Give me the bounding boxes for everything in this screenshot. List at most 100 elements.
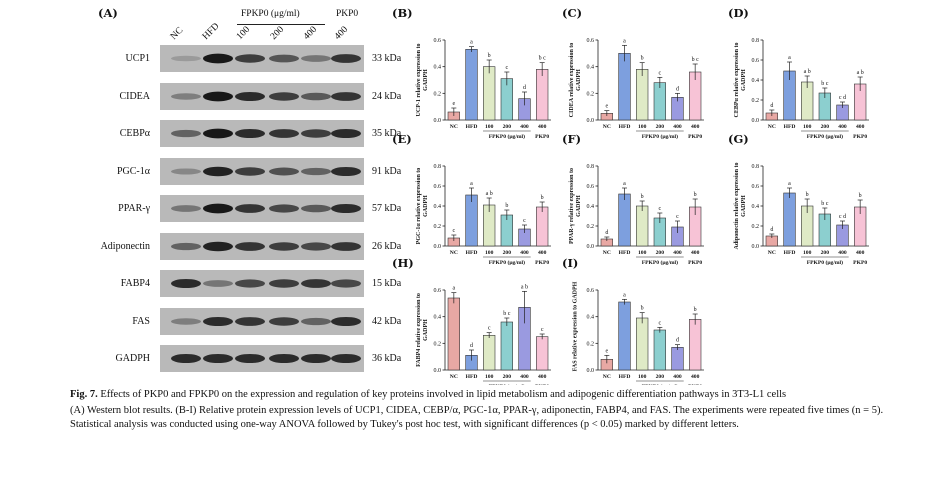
panel-label: (E): [392, 132, 412, 146]
group2-label: PKP0: [688, 384, 702, 385]
blot-protein-label: CEBPα: [119, 128, 150, 139]
blot-strip: [160, 270, 364, 297]
panel-label: (F): [562, 132, 582, 146]
group-label: FPKP0 (μg/ml): [642, 383, 678, 385]
y-tick-label: 0.6: [752, 184, 760, 190]
fpkp0-group-label: FPKP0 (μg/ml): [241, 9, 300, 19]
blot-band: [269, 279, 299, 288]
bar: [536, 336, 549, 371]
blot-strip: [160, 345, 364, 372]
y-tick-label: 0.0: [587, 118, 595, 124]
bar: [465, 194, 478, 247]
group-label: FPKP0 (μg/ml): [642, 259, 678, 266]
significance-letter: b c: [539, 56, 547, 62]
y-tick-label: 0.4: [587, 204, 595, 210]
group2-label: PKP0: [688, 260, 702, 266]
x-tick-label: 400: [856, 250, 865, 256]
x-tick-label: NC: [450, 250, 458, 256]
group2-label: PKP0: [535, 384, 549, 385]
blot-size-label: 91 kDa: [372, 165, 402, 177]
blot-band: [331, 91, 361, 101]
panel-label: (I): [562, 256, 579, 270]
significance-letter: a: [788, 55, 791, 61]
bar-chart: 0.0 0.2 0.4 0.6 e NC a HFD b 100 c 200 d 400 b c 400 FPK…: [425, 30, 561, 159]
bar: [653, 329, 666, 371]
x-tick-label: NC: [768, 124, 776, 130]
bar: [653, 82, 666, 121]
x-tick-label: 100: [638, 124, 647, 130]
significance-letter: a b: [521, 284, 528, 290]
blot-band: [269, 316, 299, 326]
bar: [636, 205, 649, 247]
x-tick-label: 200: [656, 374, 665, 380]
blot-band: [301, 167, 331, 175]
significance-letter: a: [623, 181, 626, 187]
bar-chart: 0.0 0.2 0.4 0.6 0.8 d NC a HFD b 100 c 200 c 400 b 400 FP…: [578, 156, 714, 285]
y-tick-label: 0.0: [434, 368, 442, 374]
significance-letter: d: [770, 103, 773, 109]
blot-band: [269, 241, 299, 251]
significance-letter: b: [488, 53, 491, 59]
bar: [671, 347, 684, 371]
x-tick-label: 400: [538, 374, 547, 380]
blot-size-label: 26 kDa: [372, 240, 402, 252]
x-tick-label: 100: [638, 250, 647, 256]
y-tick-label: 0.2: [752, 98, 760, 104]
y-tick-label: 0.4: [587, 315, 595, 321]
y-tick-label: 0.4: [434, 204, 442, 210]
y-tick-label: 0.0: [752, 118, 760, 124]
blot-band: [301, 317, 331, 325]
figure: (A) NC HFD 100 200 400 400 FPKP0 (μg/ml)…: [98, 6, 869, 385]
y-tick-label: 0.8: [587, 164, 595, 170]
blot-strip: [160, 195, 364, 222]
blot-band: [301, 279, 331, 288]
blot-band: [331, 241, 361, 251]
group-label: FPKP0 (μg/ml): [489, 133, 525, 140]
significance-letter: c: [658, 70, 661, 76]
y-tick-label: 0.4: [434, 315, 442, 321]
x-tick-label: 100: [485, 124, 494, 130]
x-tick-label: 400: [673, 374, 682, 380]
y-tick-label: 0.6: [587, 288, 595, 294]
x-tick-label: 100: [638, 374, 647, 380]
significance-letter: e: [605, 348, 608, 354]
blot-band: [331, 316, 361, 326]
blot-strip: [160, 45, 364, 72]
x-tick-label: NC: [450, 124, 458, 130]
y-tick-label: 0.0: [587, 244, 595, 250]
x-tick-label: NC: [603, 250, 611, 256]
caption-body: (A) Western blot results. (B-I) Relative…: [70, 405, 884, 431]
x-tick-label: 400: [673, 250, 682, 256]
blot-band: [235, 241, 265, 251]
blot-band: [331, 279, 361, 288]
lane-label-400: 400: [301, 24, 320, 42]
blot-band: [301, 92, 331, 100]
bar: [447, 297, 460, 371]
significance-letter: c: [676, 214, 679, 220]
x-tick-label: HFD: [466, 374, 478, 380]
y-tick-label: 0.8: [752, 164, 760, 170]
lane-label-nc: NC: [168, 25, 186, 42]
significance-letter: d: [523, 85, 526, 91]
group-label: FPKP0 (μg/ml): [642, 133, 678, 140]
significance-letter: a: [788, 181, 791, 187]
x-tick-label: 200: [503, 250, 512, 256]
blot-band: [301, 241, 331, 251]
bar: [636, 317, 649, 371]
x-tick-label: 400: [538, 124, 547, 130]
blot-band: [331, 54, 361, 63]
significance-letter: b c: [692, 57, 700, 63]
bar: [636, 69, 649, 121]
bar: [465, 49, 478, 121]
y-tick-label: 0.4: [587, 65, 595, 71]
significance-letter: a: [452, 286, 455, 292]
significance-letter: a: [623, 38, 626, 44]
panel-label: (C): [562, 6, 583, 20]
blot-band: [235, 316, 265, 326]
blot-band: [301, 129, 331, 138]
blot-strip: [160, 232, 364, 260]
blot-band: [331, 166, 361, 176]
x-tick-label: 400: [838, 250, 847, 256]
y-tick-label: 0.6: [434, 38, 442, 44]
blot-size-label: 24 kDa: [372, 90, 402, 102]
